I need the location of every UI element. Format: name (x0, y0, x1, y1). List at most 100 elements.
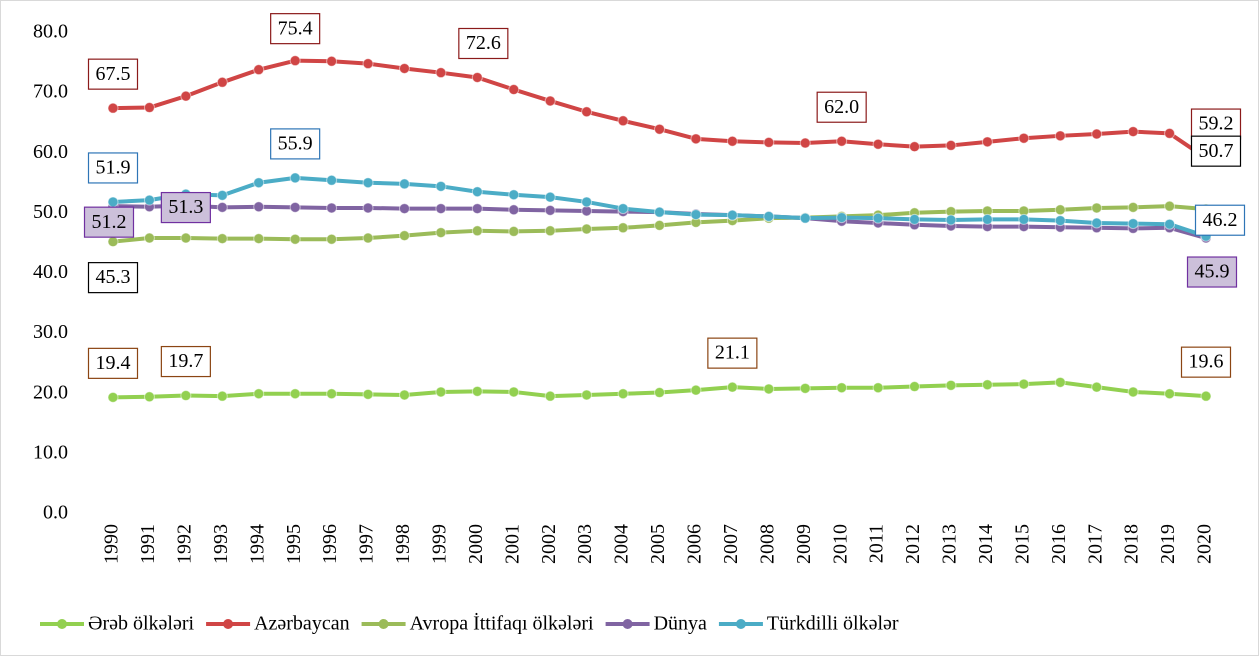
legend-marker (378, 619, 389, 629)
data-label-text: 67.5 (96, 63, 131, 85)
point-marker (435, 67, 447, 79)
point-marker (581, 106, 593, 118)
point-marker (654, 219, 665, 231)
legend-label: Avropa İttifaqı ölkələri (410, 612, 594, 635)
point-marker (471, 186, 483, 198)
point-marker (836, 382, 848, 394)
point-marker (1091, 381, 1103, 393)
data-label: 75.4 (270, 13, 321, 45)
x-tick-label: 1992 (173, 524, 195, 564)
x-tick-label: 2007 (720, 524, 742, 564)
point-marker (726, 209, 738, 221)
point-marker (872, 212, 884, 224)
x-tick-label: 1997 (356, 524, 378, 564)
x-tick-label: 1990 (101, 524, 123, 564)
point-marker (654, 387, 665, 399)
point-marker (872, 382, 884, 394)
x-tick-label: 2000 (465, 524, 487, 564)
data-label-box (1194, 204, 1246, 236)
data-label-box (87, 58, 139, 90)
point-marker (508, 189, 520, 201)
y-tick-label: 0.0 (43, 502, 68, 524)
y-tick-label: 20.0 (33, 381, 68, 403)
data-label: 51.9 (87, 152, 139, 184)
point-marker (471, 203, 483, 215)
point-marker (945, 139, 957, 151)
point-marker (836, 135, 848, 147)
x-tick-label: 2012 (902, 524, 924, 564)
data-label-text: 50.7 (1199, 140, 1234, 162)
point-marker (654, 123, 665, 135)
point-marker (289, 172, 301, 184)
data-label-text: 19.6 (1189, 351, 1224, 373)
point-marker (1164, 127, 1176, 139)
data-label: 51.2 (83, 206, 135, 238)
data-label-box (87, 347, 139, 379)
point-marker (143, 232, 155, 244)
legend-label: Azərbaycan (254, 613, 350, 635)
point-marker (362, 202, 374, 214)
point-marker (1054, 204, 1066, 216)
point-marker (216, 233, 228, 245)
point-marker (945, 214, 957, 226)
point-marker (326, 174, 338, 186)
point-marker (909, 213, 921, 225)
data-label-box (1186, 256, 1238, 288)
data-label-text: 21.1 (715, 342, 750, 364)
data-label-box (1190, 135, 1242, 167)
data-label-text: 62.0 (824, 96, 859, 118)
point-marker (107, 102, 119, 114)
point-marker (799, 137, 811, 149)
point-marker (435, 227, 447, 239)
data-label: 51.3 (160, 191, 211, 224)
point-marker (180, 90, 192, 102)
x-tick-label: 2020 (1194, 524, 1216, 564)
x-tick-label: 2016 (1048, 524, 1070, 564)
point-marker (544, 390, 556, 402)
point-marker (253, 388, 265, 400)
data-label: 50.7 (1190, 135, 1242, 167)
point-marker (690, 384, 702, 396)
point-marker (362, 58, 374, 70)
x-tick-label: 2018 (1121, 524, 1143, 564)
point-marker (1054, 215, 1066, 227)
point-marker (1018, 132, 1030, 144)
data-label: 19.6 (1180, 346, 1232, 378)
x-tick-label: 1993 (210, 524, 232, 564)
data-label-text: 55.9 (278, 132, 313, 154)
point-marker (981, 213, 993, 225)
point-marker (1018, 378, 1030, 390)
point-marker (289, 55, 301, 67)
x-tick-label: 2003 (574, 524, 596, 564)
point-marker (435, 180, 447, 192)
x-tick-label: 2013 (939, 524, 961, 564)
point-marker (1054, 376, 1066, 388)
data-label-box (1180, 346, 1232, 378)
data-label-box (1190, 108, 1242, 140)
data-label-text: 59.2 (1199, 113, 1234, 135)
data-label-text: 51.3 (168, 196, 203, 218)
point-marker (143, 391, 155, 403)
data-label-box (270, 13, 321, 45)
point-marker (1200, 390, 1212, 402)
point-marker (398, 203, 410, 215)
data-label-text: 19.7 (168, 350, 203, 372)
point-marker (581, 389, 593, 401)
point-marker (216, 390, 228, 402)
point-marker (253, 233, 265, 245)
point-marker (981, 136, 993, 148)
point-marker (617, 115, 629, 127)
point-marker (654, 206, 665, 218)
point-marker (1054, 130, 1066, 142)
point-marker (362, 177, 374, 189)
point-marker (617, 222, 629, 234)
point-marker (1018, 213, 1030, 225)
point-marker (981, 379, 993, 391)
data-label-text: 45.9 (1195, 261, 1230, 283)
data-label-box (83, 206, 135, 238)
point-marker (1164, 200, 1176, 212)
y-tick-label: 80.0 (33, 21, 68, 43)
data-label-box (87, 262, 139, 294)
x-tick-label: 1998 (392, 524, 414, 564)
